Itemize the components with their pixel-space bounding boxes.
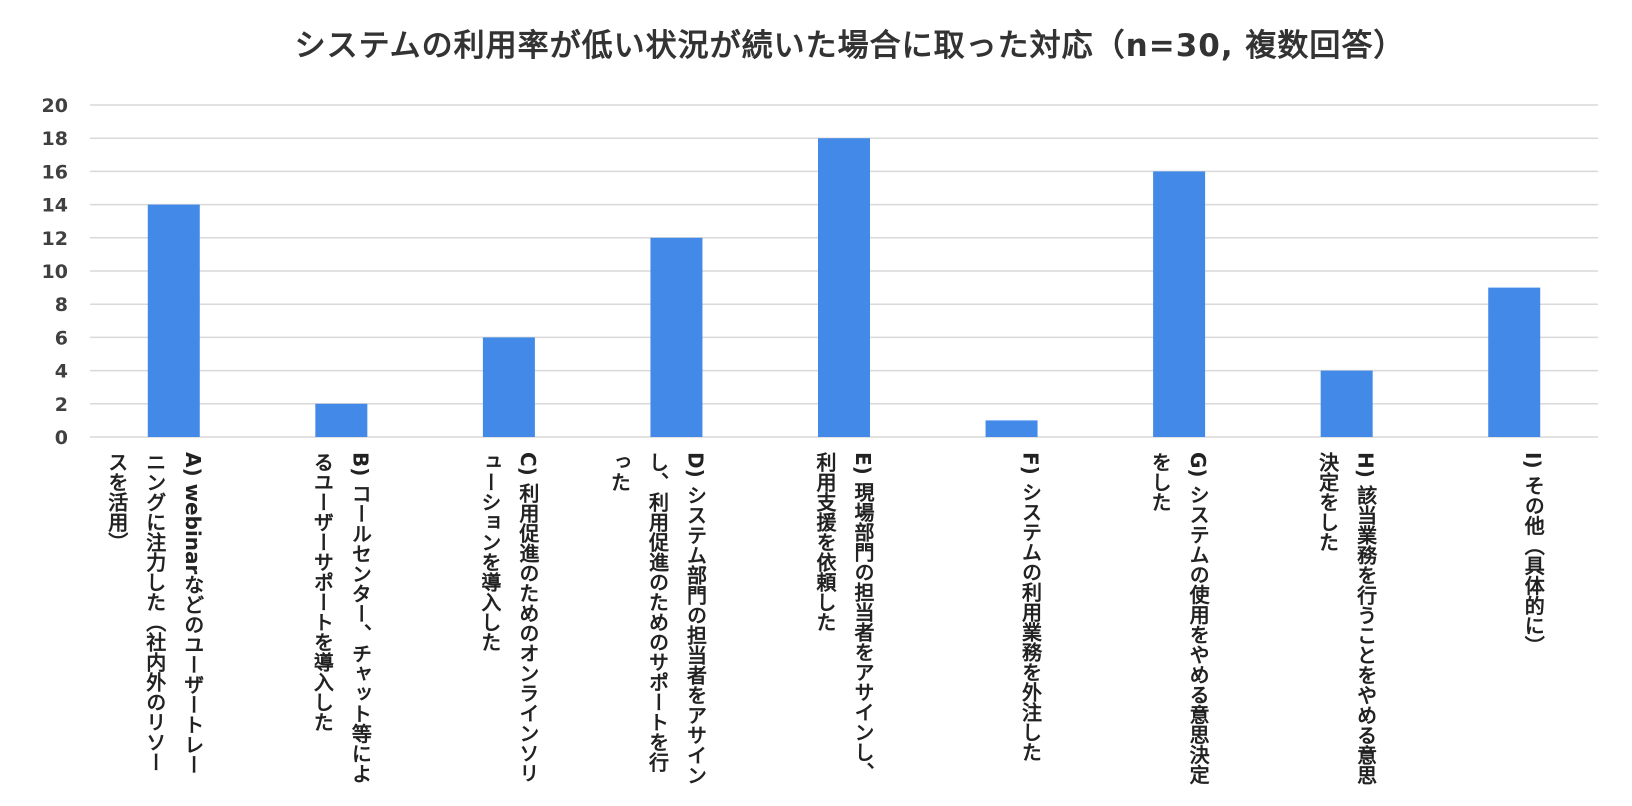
category-label-h: H) 該当業務を行うことをやめる意思決定をした — [1315, 452, 1378, 785]
y-tick-label: 10 — [42, 261, 68, 283]
y-tick-label: 2 — [55, 394, 68, 416]
y-tick-label: 14 — [42, 195, 68, 217]
category-label-a: A) webinarなどのユーザートレーニングに注力した（社内外のリソースを活用… — [104, 452, 205, 775]
chart-title: システムの利用率が低い状況が続いた場合に取った対応（n=30, 複数回答） — [294, 28, 1406, 64]
y-tick-label: 6 — [55, 327, 68, 349]
category-label-f: F) システムの利用業務を外注した — [1018, 452, 1043, 762]
category-label-i: I) その他（具体的に） — [1521, 452, 1546, 656]
bar-g — [1153, 171, 1206, 437]
category-label-b: B) コールセンター、チャット等によるユーザーサポートを導入した — [310, 452, 373, 784]
bar-i — [1488, 287, 1541, 437]
y-tick-label: 18 — [42, 128, 68, 150]
y-tick-label: 4 — [55, 361, 68, 383]
category-label-d: D) システム部門の担当者をアサインし、利用促進のためのサポートを行った — [607, 452, 708, 785]
bars — [147, 138, 1541, 437]
y-tick-label: 8 — [55, 294, 68, 316]
y-axis-ticks: 0 2 4 6 8 10 12 14 16 18 20 — [42, 95, 68, 449]
category-label-e: E) 現場部門の担当者をアサインし、利用支援を依頼した — [813, 452, 875, 782]
bar-d — [650, 237, 703, 437]
bar-a — [147, 204, 200, 437]
bar-b — [315, 403, 368, 437]
y-tick-label: 0 — [55, 427, 68, 449]
bar-h — [1320, 370, 1373, 437]
bar-c — [482, 337, 535, 437]
y-tick-label: 16 — [42, 161, 68, 183]
y-tick-label: 12 — [42, 228, 68, 250]
bar-f — [985, 420, 1038, 437]
category-label-g: G) システムの使用をやめる意思決定をした — [1148, 452, 1211, 785]
bar-e — [818, 138, 870, 437]
y-tick-label: 20 — [42, 95, 68, 117]
category-label-c: C) 利用促進のためのオンラインソリューションを導入した — [477, 452, 540, 783]
